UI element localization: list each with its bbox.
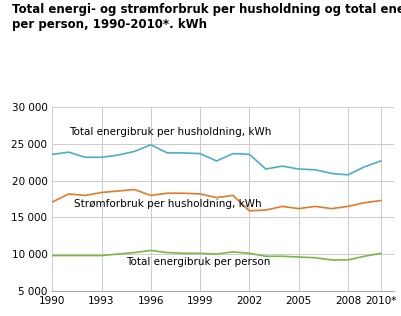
Text: Total energi- og strømforbruk per husholdning og total energibruk
per person, 19: Total energi- og strømforbruk per hushol…	[12, 3, 401, 31]
Text: Total energibruk per person: Total energibruk per person	[126, 257, 270, 266]
Text: Strømforbruk per husholdning, kWh: Strømforbruk per husholdning, kWh	[73, 199, 261, 209]
Text: Total energibruk per husholdning, kWh: Total energibruk per husholdning, kWh	[69, 127, 270, 137]
